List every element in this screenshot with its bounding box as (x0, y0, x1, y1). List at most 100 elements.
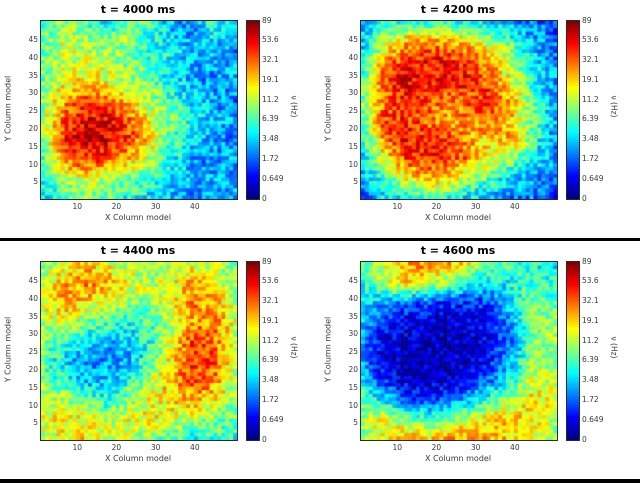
y-tick-label: 30 (348, 329, 358, 339)
colorbar-tick-label: 3.48 (582, 134, 599, 144)
y-tick-label: 45 (348, 276, 358, 286)
colorbar-tick-label: 53.6 (262, 35, 279, 45)
colorbar-tick-label: 3.48 (262, 375, 279, 385)
x-tick-label: 40 (510, 443, 520, 452)
y-tick-label: 15 (348, 141, 358, 151)
colorbar-tick-label: 19.1 (262, 74, 279, 84)
y-axis-label: Y Column model (3, 316, 13, 383)
heatmap-canvas (40, 261, 238, 441)
y-tick-label: 5 (33, 177, 38, 187)
y-tick-label: 45 (28, 276, 38, 286)
panel-title: t = 4200 ms (420, 3, 496, 16)
y-tick-label: 25 (28, 106, 38, 116)
colorbar-tick-label: 19.1 (582, 74, 599, 84)
colorbar-tick-label: 0 (582, 193, 587, 203)
y-tick-label: 35 (348, 70, 358, 80)
colorbar-tick-label: 0.649 (582, 414, 604, 424)
colorbar-tick-label: 6.39 (262, 114, 279, 124)
heatmap-canvas (360, 261, 558, 441)
y-tick-label: 10 (28, 159, 38, 169)
y-tick-label: 20 (28, 365, 38, 375)
heatmap-panel-t4600: t = 4600 ms Y Column model X Column mode… (320, 241, 640, 479)
colorbar-tick-label: 6.39 (262, 355, 279, 365)
y-axis-label: Y Column model (3, 75, 13, 142)
x-tick-label: 20 (111, 202, 122, 211)
y-tick-label: 40 (28, 52, 38, 62)
colorbar-tick-label: 32.1 (262, 296, 279, 306)
heatmap-panel-t4400: t = 4400 ms Y Column model X Column mode… (0, 241, 320, 479)
y-axis-label: Y Column model (323, 316, 333, 383)
y-tick-label: 30 (348, 88, 358, 98)
y-tick-label: 30 (28, 329, 38, 339)
y-axis-label: Y Column model (323, 75, 333, 142)
colorbar-tick-label: 53.6 (582, 35, 599, 45)
y-tick-label: 15 (348, 382, 358, 392)
x-axis-label: X Column model (104, 213, 172, 222)
y-tick-label: 40 (28, 293, 38, 303)
colorbar-tick-label: 0 (582, 434, 587, 444)
colorbar-tick-label: 89 (262, 15, 272, 25)
colorbar-tick-label: 32.1 (582, 296, 599, 306)
y-tick-label: 15 (28, 382, 38, 392)
colorbar-unit-label: ν (Hz) (609, 336, 619, 359)
x-tick-label: 40 (510, 202, 520, 211)
colorbar-tick-label: 11.2 (262, 94, 279, 104)
heatmap-canvas (40, 20, 238, 200)
colorbar (566, 261, 580, 441)
y-tick-label: 10 (348, 159, 358, 169)
colorbar-tick-label: 11.2 (582, 335, 599, 345)
y-tick-label: 10 (28, 400, 38, 410)
colorbar-tick-label: 1.72 (582, 394, 599, 404)
y-tick-label: 5 (353, 177, 358, 187)
colorbar-tick-label: 11.2 (582, 94, 599, 104)
x-tick-label: 10 (392, 202, 402, 211)
heatmap-canvas (360, 20, 558, 200)
x-tick-label: 30 (150, 202, 161, 211)
x-tick-label: 20 (431, 202, 442, 211)
heatmap-panel-t4000: t = 4000 ms Y Column model X Column mode… (0, 0, 320, 238)
x-axis-label: X Column model (424, 213, 492, 222)
colorbar-tick-label: 0 (262, 193, 267, 203)
y-tick-label: 45 (348, 35, 358, 45)
y-tick-label: 20 (348, 124, 358, 134)
colorbar-tick-label: 3.48 (262, 134, 279, 144)
x-tick-label: 10 (392, 443, 402, 452)
colorbar-tick-label: 1.72 (582, 153, 599, 163)
panel-title: t = 4000 ms (100, 3, 176, 16)
x-tick-label: 20 (431, 443, 442, 452)
x-tick-label: 30 (470, 443, 481, 452)
x-tick-label: 40 (190, 202, 200, 211)
colorbar-tick-label: 19.1 (262, 315, 279, 325)
colorbar-tick-label: 0.649 (262, 173, 284, 183)
x-tick-label: 30 (470, 202, 481, 211)
colorbar-tick-label: 1.72 (262, 153, 279, 163)
colorbar-tick-label: 19.1 (582, 315, 599, 325)
y-tick-label: 40 (348, 52, 358, 62)
x-tick-label: 20 (111, 443, 122, 452)
colorbar-tick-label: 89 (262, 256, 272, 266)
colorbar-tick-label: 11.2 (262, 335, 279, 345)
y-tick-label: 25 (348, 347, 358, 357)
colorbar-tick-label: 1.72 (262, 394, 279, 404)
y-tick-label: 40 (348, 293, 358, 303)
y-tick-label: 20 (348, 365, 358, 375)
y-tick-label: 30 (28, 88, 38, 98)
row-divider (0, 238, 640, 241)
colorbar (566, 20, 580, 200)
heatmap-panel-t4200: t = 4200 ms Y Column model X Column mode… (320, 0, 640, 238)
colorbar-unit-label: ν (Hz) (289, 336, 299, 359)
colorbar-tick-label: 3.48 (582, 375, 599, 385)
y-tick-label: 5 (33, 418, 38, 428)
colorbar-tick-label: 89 (582, 15, 592, 25)
colorbar-unit-label: ν (Hz) (609, 95, 619, 118)
y-tick-label: 20 (28, 124, 38, 134)
colorbar-tick-label: 6.39 (582, 355, 599, 365)
colorbar-unit-label: ν (Hz) (289, 95, 299, 118)
x-axis-label: X Column model (104, 454, 172, 463)
colorbar-tick-label: 53.6 (582, 276, 599, 286)
panel-title: t = 4600 ms (420, 244, 496, 257)
colorbar-tick-label: 0 (262, 434, 267, 444)
bottom-border (0, 479, 640, 483)
colorbar-tick-label: 0.649 (262, 414, 284, 424)
